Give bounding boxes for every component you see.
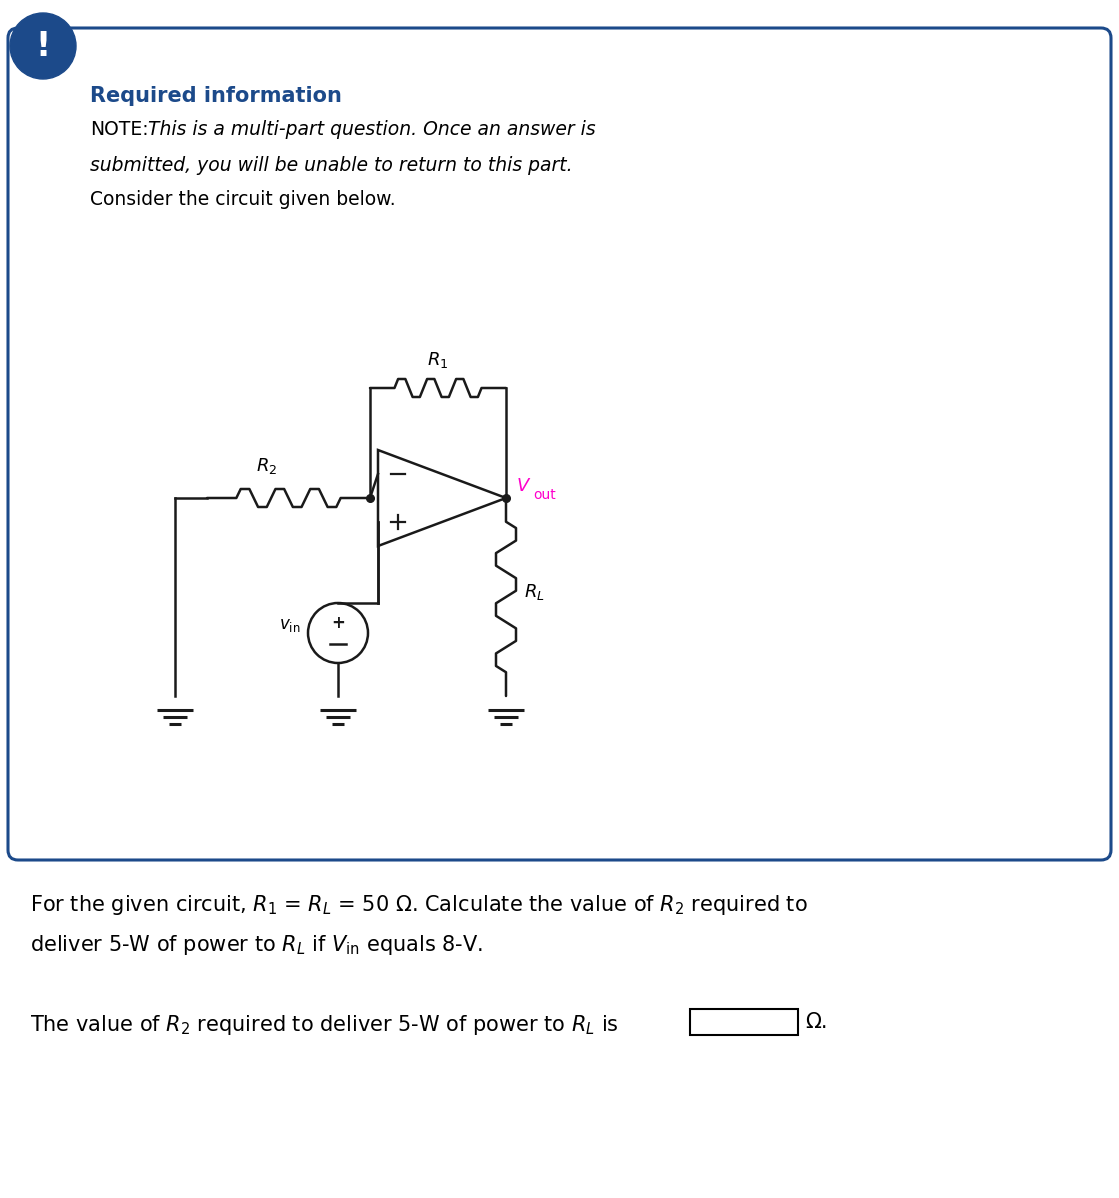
FancyBboxPatch shape (8, 28, 1111, 860)
Text: $v_{\rm in}$: $v_{\rm in}$ (279, 616, 300, 634)
Text: $R_L$: $R_L$ (524, 582, 545, 603)
Text: $R_1$: $R_1$ (427, 350, 449, 370)
Text: deliver 5-W of power to $R_L$ if $V_{\rm in}$ equals 8-V.: deliver 5-W of power to $R_L$ if $V_{\rm… (30, 933, 483, 957)
Circle shape (10, 13, 76, 79)
Text: Consider the circuit given below.: Consider the circuit given below. (90, 190, 396, 208)
Text: NOTE:: NOTE: (90, 120, 149, 139)
Text: +: + (331, 615, 345, 633)
Text: For the given circuit, $R_1$ = $R_L$ = 50 Ω. Calculate the value of $R_2$ requir: For the given circuit, $R_1$ = $R_L$ = 5… (30, 893, 808, 916)
Text: This is a multi-part question. Once an answer is: This is a multi-part question. Once an a… (148, 120, 595, 139)
Text: $R_2$: $R_2$ (256, 456, 278, 476)
Bar (690, 1009, 798, 1035)
Text: Required information: Required information (90, 86, 342, 105)
Text: $V$: $V$ (516, 477, 532, 495)
Text: !: ! (36, 30, 50, 62)
Text: Ω.: Ω. (805, 1012, 827, 1031)
Text: out: out (533, 488, 556, 502)
Text: The value of $R_2$ required to deliver 5-W of power to $R_L$ is: The value of $R_2$ required to deliver 5… (30, 1014, 619, 1037)
Text: submitted, you will be unable to return to this part.: submitted, you will be unable to return … (90, 156, 573, 175)
